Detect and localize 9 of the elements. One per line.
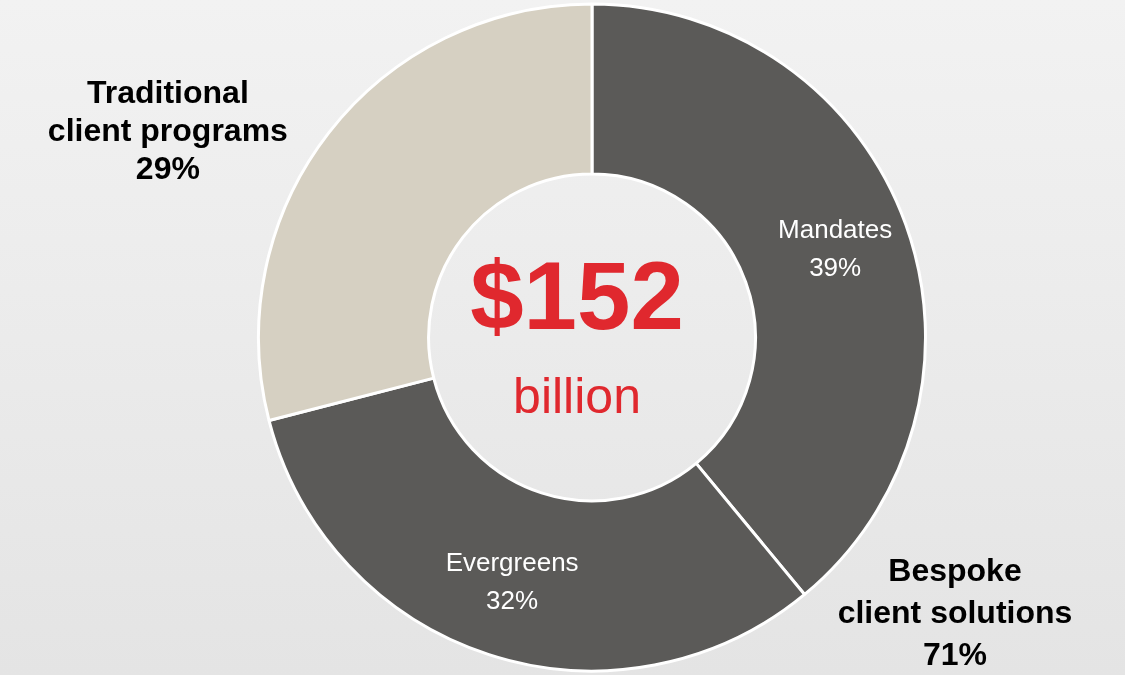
text: Bespoke client solutions 71% — [837, 551, 1073, 672]
slice-label: Mandates — [778, 214, 893, 245]
slice-label: Evergreens — [445, 547, 579, 578]
text: $152 — [470, 241, 684, 349]
data-label: 39% — [809, 252, 862, 283]
data-label: 32% — [486, 585, 539, 616]
data-label: 29% — [135, 150, 200, 187]
text: billion — [513, 368, 641, 425]
slice-label: Traditional client programs — [47, 74, 288, 149]
